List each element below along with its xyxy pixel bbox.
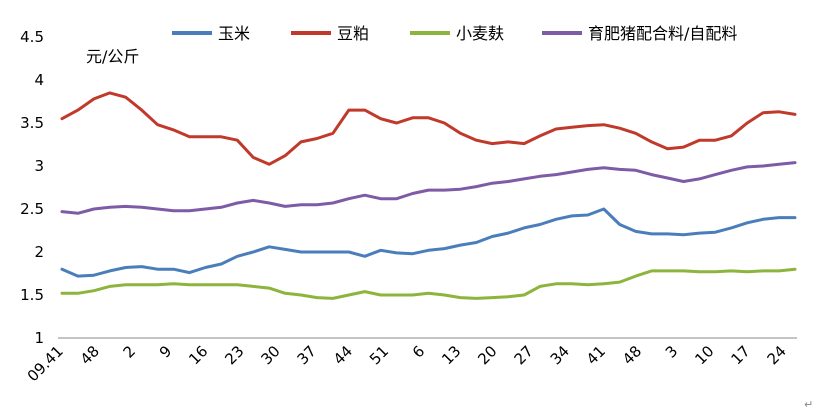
x-tick-label: 17 — [727, 342, 753, 368]
y-tick-label: 4.5 — [20, 28, 44, 46]
x-tick-label: 48 — [619, 342, 645, 368]
legend-label-wheat-bran: 小麦麸 — [456, 24, 504, 43]
x-tick-label: 20 — [474, 342, 500, 368]
legend-label-soymeal: 豆粕 — [337, 24, 369, 43]
x-tick-label: 44 — [330, 342, 356, 368]
x-tick-label: 27 — [511, 342, 537, 368]
legend-label-corn: 玉米 — [218, 24, 250, 43]
legend: 玉米 豆粕 小麦麸 育肥猪配合料/自配料 — [172, 24, 737, 43]
y-tick-label: 4 — [34, 71, 44, 89]
x-tick-label: 48 — [77, 342, 103, 368]
series-line-wheat-bran — [60, 267, 797, 300]
x-tick-label: 30 — [257, 342, 283, 368]
corner-mark: ↵ — [804, 398, 813, 411]
x-tick-label: 9 — [156, 342, 175, 361]
y-tick-label: 2 — [34, 243, 44, 261]
y-tick-label: 2.5 — [20, 200, 44, 218]
series-lines — [60, 91, 797, 300]
x-tick-label: 13 — [438, 342, 464, 368]
y-axis-unit-label: 元/公斤 — [86, 47, 139, 66]
y-tick-label: 3 — [34, 157, 44, 175]
x-tick-label: 34 — [547, 342, 573, 368]
y-tick-label: 3.5 — [20, 114, 44, 132]
y-tick-label: 1 — [34, 329, 44, 347]
x-tick-label: 51 — [366, 342, 392, 368]
x-tick-label: 09.41 — [24, 342, 67, 385]
x-tick-label: 41 — [583, 342, 609, 368]
x-tick-label: 16 — [185, 342, 211, 368]
x-tick-label: 6 — [409, 342, 428, 361]
y-axis: 1 1.5 2 2.5 3 3.5 4 4.5 — [20, 28, 44, 347]
series-line-soymeal — [60, 91, 797, 166]
y-tick-label: 1.5 — [20, 286, 44, 304]
legend-label-hog-feed: 育肥猪配合料/自配料 — [588, 24, 737, 43]
x-axis: 09.41 48 2 9 16 23 30 37 44 51 6 13 20 27 34 41 48 3 10 17 2… — [24, 342, 790, 385]
x-tick-label: 23 — [221, 342, 247, 368]
x-tick-label: 24 — [764, 342, 790, 368]
series-line-hog-feed — [60, 161, 797, 215]
x-tick-label: 2 — [120, 342, 139, 361]
x-tick-label: 37 — [294, 342, 320, 368]
series-line-corn — [60, 207, 797, 278]
x-tick-label: 3 — [662, 342, 681, 361]
x-tick-label: 10 — [691, 342, 717, 368]
